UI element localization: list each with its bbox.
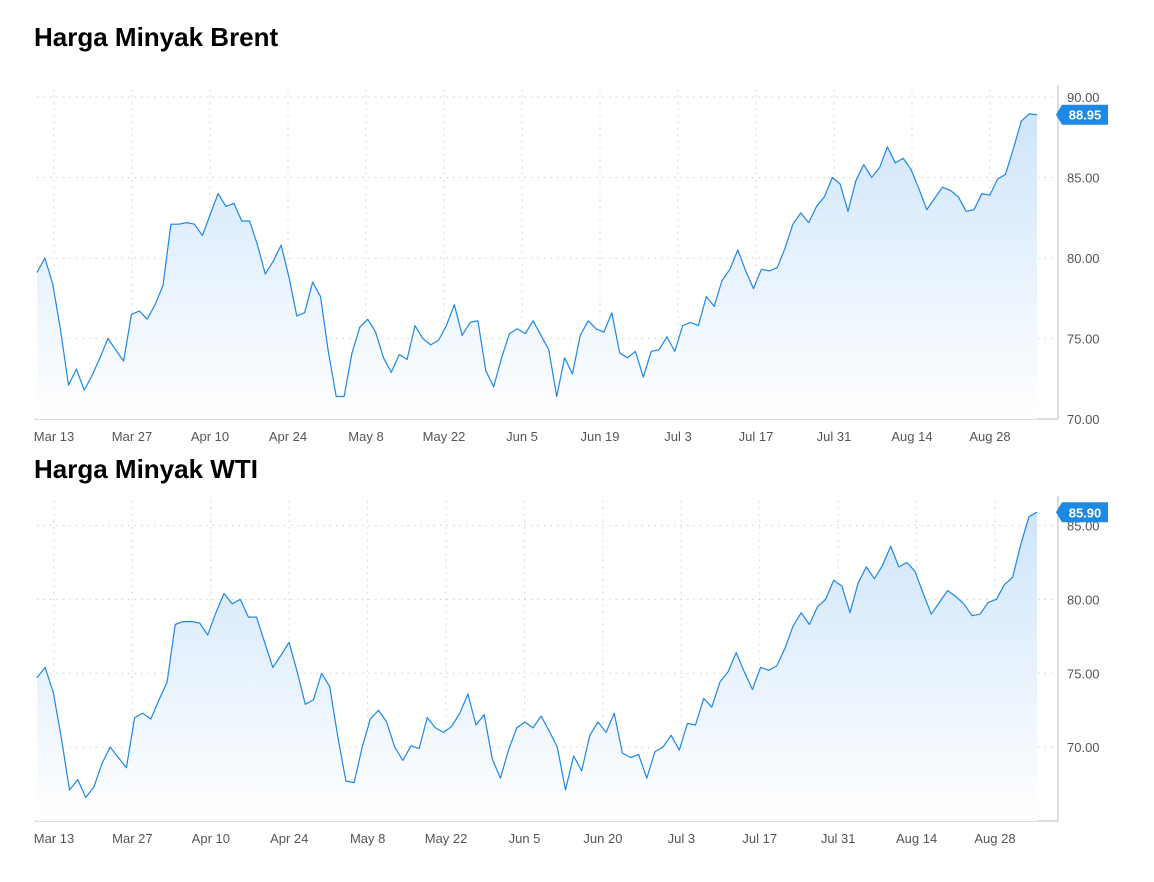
brent-xtick-label: Jul 31 [817,429,852,444]
wti-xtick-label: May 22 [425,831,468,846]
brent-xtick-label: Jul 17 [739,429,774,444]
wti-xtick-label: May 8 [350,831,385,846]
brent-xtick-label: Aug 14 [891,429,932,444]
wti-ytick-label: 75.00 [1067,666,1100,681]
brent-last-value-label: 88.95 [1069,108,1102,123]
brent-xtick-label: Jun 5 [506,429,538,444]
wti-last-value-label: 85.90 [1069,505,1102,520]
wti-ytick-label: 85.00 [1067,519,1100,534]
wti-xtick-label: Mar 13 [34,831,74,846]
brent-xtick-label: Jun 19 [580,429,619,444]
brent-chart-title: Harga Minyak Brent [34,22,279,52]
brent-xtick-label: May 8 [348,429,383,444]
wti-xtick-label: Jun 20 [583,831,622,846]
brent-xtick-label: Mar 27 [112,429,152,444]
wti-xtick-label: Apr 10 [192,831,230,846]
brent-last-value-badge: 88.95 [1056,104,1108,125]
wti-last-value-badge: 85.90 [1056,502,1108,523]
brent-xtick-label: May 22 [423,429,466,444]
wti-xtick-label: Jul 17 [742,831,777,846]
brent-xtick-label: Jul 3 [664,429,691,444]
wti-area-fill [37,512,1037,821]
brent-xtick-label: Aug 28 [969,429,1010,444]
brent-price-line [36,113,1038,398]
brent-xtick-label: Mar 13 [34,429,74,444]
brent-xtick-label: Apr 24 [269,429,307,444]
wti-xtick-label: Jul 3 [668,831,695,846]
wti-ytick-label: 70.00 [1067,740,1100,755]
wti-xtick-label: Apr 24 [270,831,308,846]
wti-ytick-label: 80.00 [1067,592,1100,607]
brent-area-fill [37,113,1037,420]
wti-xtick-label: Jul 31 [821,831,856,846]
brent-ytick-label: 70.00 [1067,412,1100,427]
brent-chart: 90.00 85.00 80.00 75.00 70.00 Mar 13 Mar 27 Apr… [34,85,1108,444]
wti-xtick-label: Mar 27 [112,831,152,846]
brent-ytick-label: 75.00 [1067,332,1100,347]
wti-xtick-label: Aug 14 [896,831,937,846]
wti-xtick-label: Aug 28 [974,831,1015,846]
brent-ytick-label: 80.00 [1067,251,1100,266]
wti-price-line [36,511,1038,798]
brent-xtick-label: Apr 10 [191,429,229,444]
brent-ytick-label: 90.00 [1067,90,1100,105]
wti-chart-title: Harga Minyak WTI [34,454,258,484]
wti-xtick-label: Jun 5 [509,831,541,846]
brent-ytick-label: 85.00 [1067,171,1100,186]
wti-chart: 85.00 80.00 75.00 70.00 Mar 13 Mar 27 Apr 10 Ap… [34,496,1108,846]
